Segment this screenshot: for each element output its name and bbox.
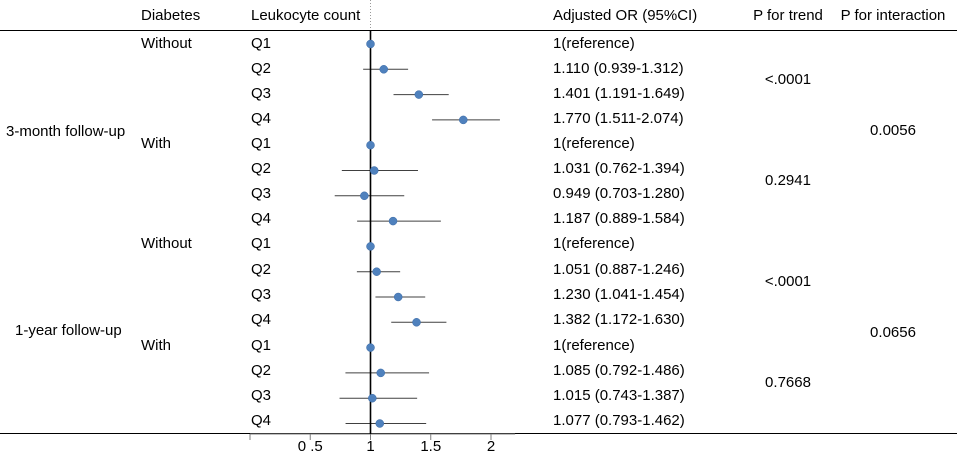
quartile-label: Q2 [251, 160, 272, 177]
or-value: 1(reference) [553, 235, 635, 252]
quartile-label: Q1 [251, 337, 272, 354]
or-value: 1.051 (0.887-1.246) [553, 261, 685, 278]
or-point [366, 242, 375, 251]
or-value: 1(reference) [553, 35, 635, 52]
or-value: 1.015 (0.743-1.387) [553, 387, 685, 404]
p-trend-value: 0.7668 [765, 374, 811, 391]
quartile-label: Q1 [251, 235, 272, 252]
quartile-label: Q2 [251, 261, 272, 278]
or-value: 1.770 (1.511-2.074) [553, 110, 684, 127]
or-value: 1.110 (0.939-1.312) [553, 60, 684, 77]
header-p-for-trend: P for trend [753, 7, 823, 24]
quartile-label: Q1 [251, 35, 272, 52]
or-value: 1.401 (1.191-1.649) [553, 85, 685, 102]
header-p-for-interaction: P for interaction [840, 7, 946, 24]
quartile-label: Q3 [251, 85, 272, 102]
or-point [459, 115, 468, 125]
quartile-label: Q3 [251, 185, 272, 202]
or-value: 1(reference) [553, 337, 635, 354]
quartile-label: Q3 [251, 387, 272, 404]
x-tick-label: 2 [487, 438, 495, 455]
header-adjusted-or: Adjusted OR (95%CI) [553, 7, 698, 24]
quartile-label: Q4 [251, 210, 272, 227]
or-point [388, 216, 398, 226]
or-point [369, 166, 379, 175]
quartile-label: Q4 [251, 311, 272, 328]
x-tick-label: 1.5 [420, 438, 441, 455]
or-point [414, 90, 424, 99]
quartile-label: Q4 [251, 110, 272, 127]
or-value: 1.077 (0.793-1.462) [553, 412, 685, 429]
or-point [360, 191, 369, 201]
p-trend-value: 0.2941 [765, 172, 811, 189]
diabetes-label: With [141, 135, 171, 152]
p-interaction-1-year: 0.0656 [870, 324, 916, 341]
quartile-label: Q1 [251, 135, 272, 152]
p-interaction-3-month: 0.0056 [870, 122, 916, 139]
or-value: 1.085 (0.792-1.486) [553, 362, 685, 379]
quartile-label: Q2 [251, 60, 272, 77]
or-point [376, 368, 385, 378]
or-value: 1.382 (1.172-1.630) [553, 311, 685, 328]
x-tick-label: 0 .5 [298, 438, 323, 455]
or-point [375, 419, 385, 428]
quartile-label: Q2 [251, 362, 272, 379]
header-diabetes: Diabetes [141, 7, 201, 24]
or-point [393, 292, 403, 302]
followup-label-1-year: 1-year follow-up [15, 322, 122, 339]
diabetes-label: With [141, 337, 171, 354]
or-value: 1.031 (0.762-1.394) [553, 160, 685, 177]
quartile-label: Q4 [251, 412, 272, 429]
diabetes-label: Without [141, 235, 192, 252]
or-point [366, 140, 375, 150]
header-leukocyte-count: Leukocyte count [251, 7, 361, 24]
or-value: 1.230 (1.041-1.454) [553, 286, 685, 303]
diabetes-label: Without [141, 35, 192, 52]
p-trend-value: <.0001 [764, 273, 812, 290]
or-value: 1(reference) [553, 135, 635, 152]
or-value: 0.949 (0.703-1.280) [553, 185, 685, 202]
header-rule [0, 30, 957, 31]
x-tick-label: 1 [366, 438, 374, 455]
p-trend-value: <.0001 [764, 71, 812, 88]
or-value: 1.187 (0.889-1.584) [553, 210, 685, 227]
or-point [366, 343, 375, 352]
quartile-label: Q3 [251, 286, 272, 303]
followup-label-3-month: 3-month follow-up [6, 123, 126, 140]
or-point [412, 318, 421, 327]
or-point [366, 39, 375, 49]
or-point [379, 65, 389, 74]
or-point [368, 393, 377, 403]
or-point [372, 267, 381, 276]
